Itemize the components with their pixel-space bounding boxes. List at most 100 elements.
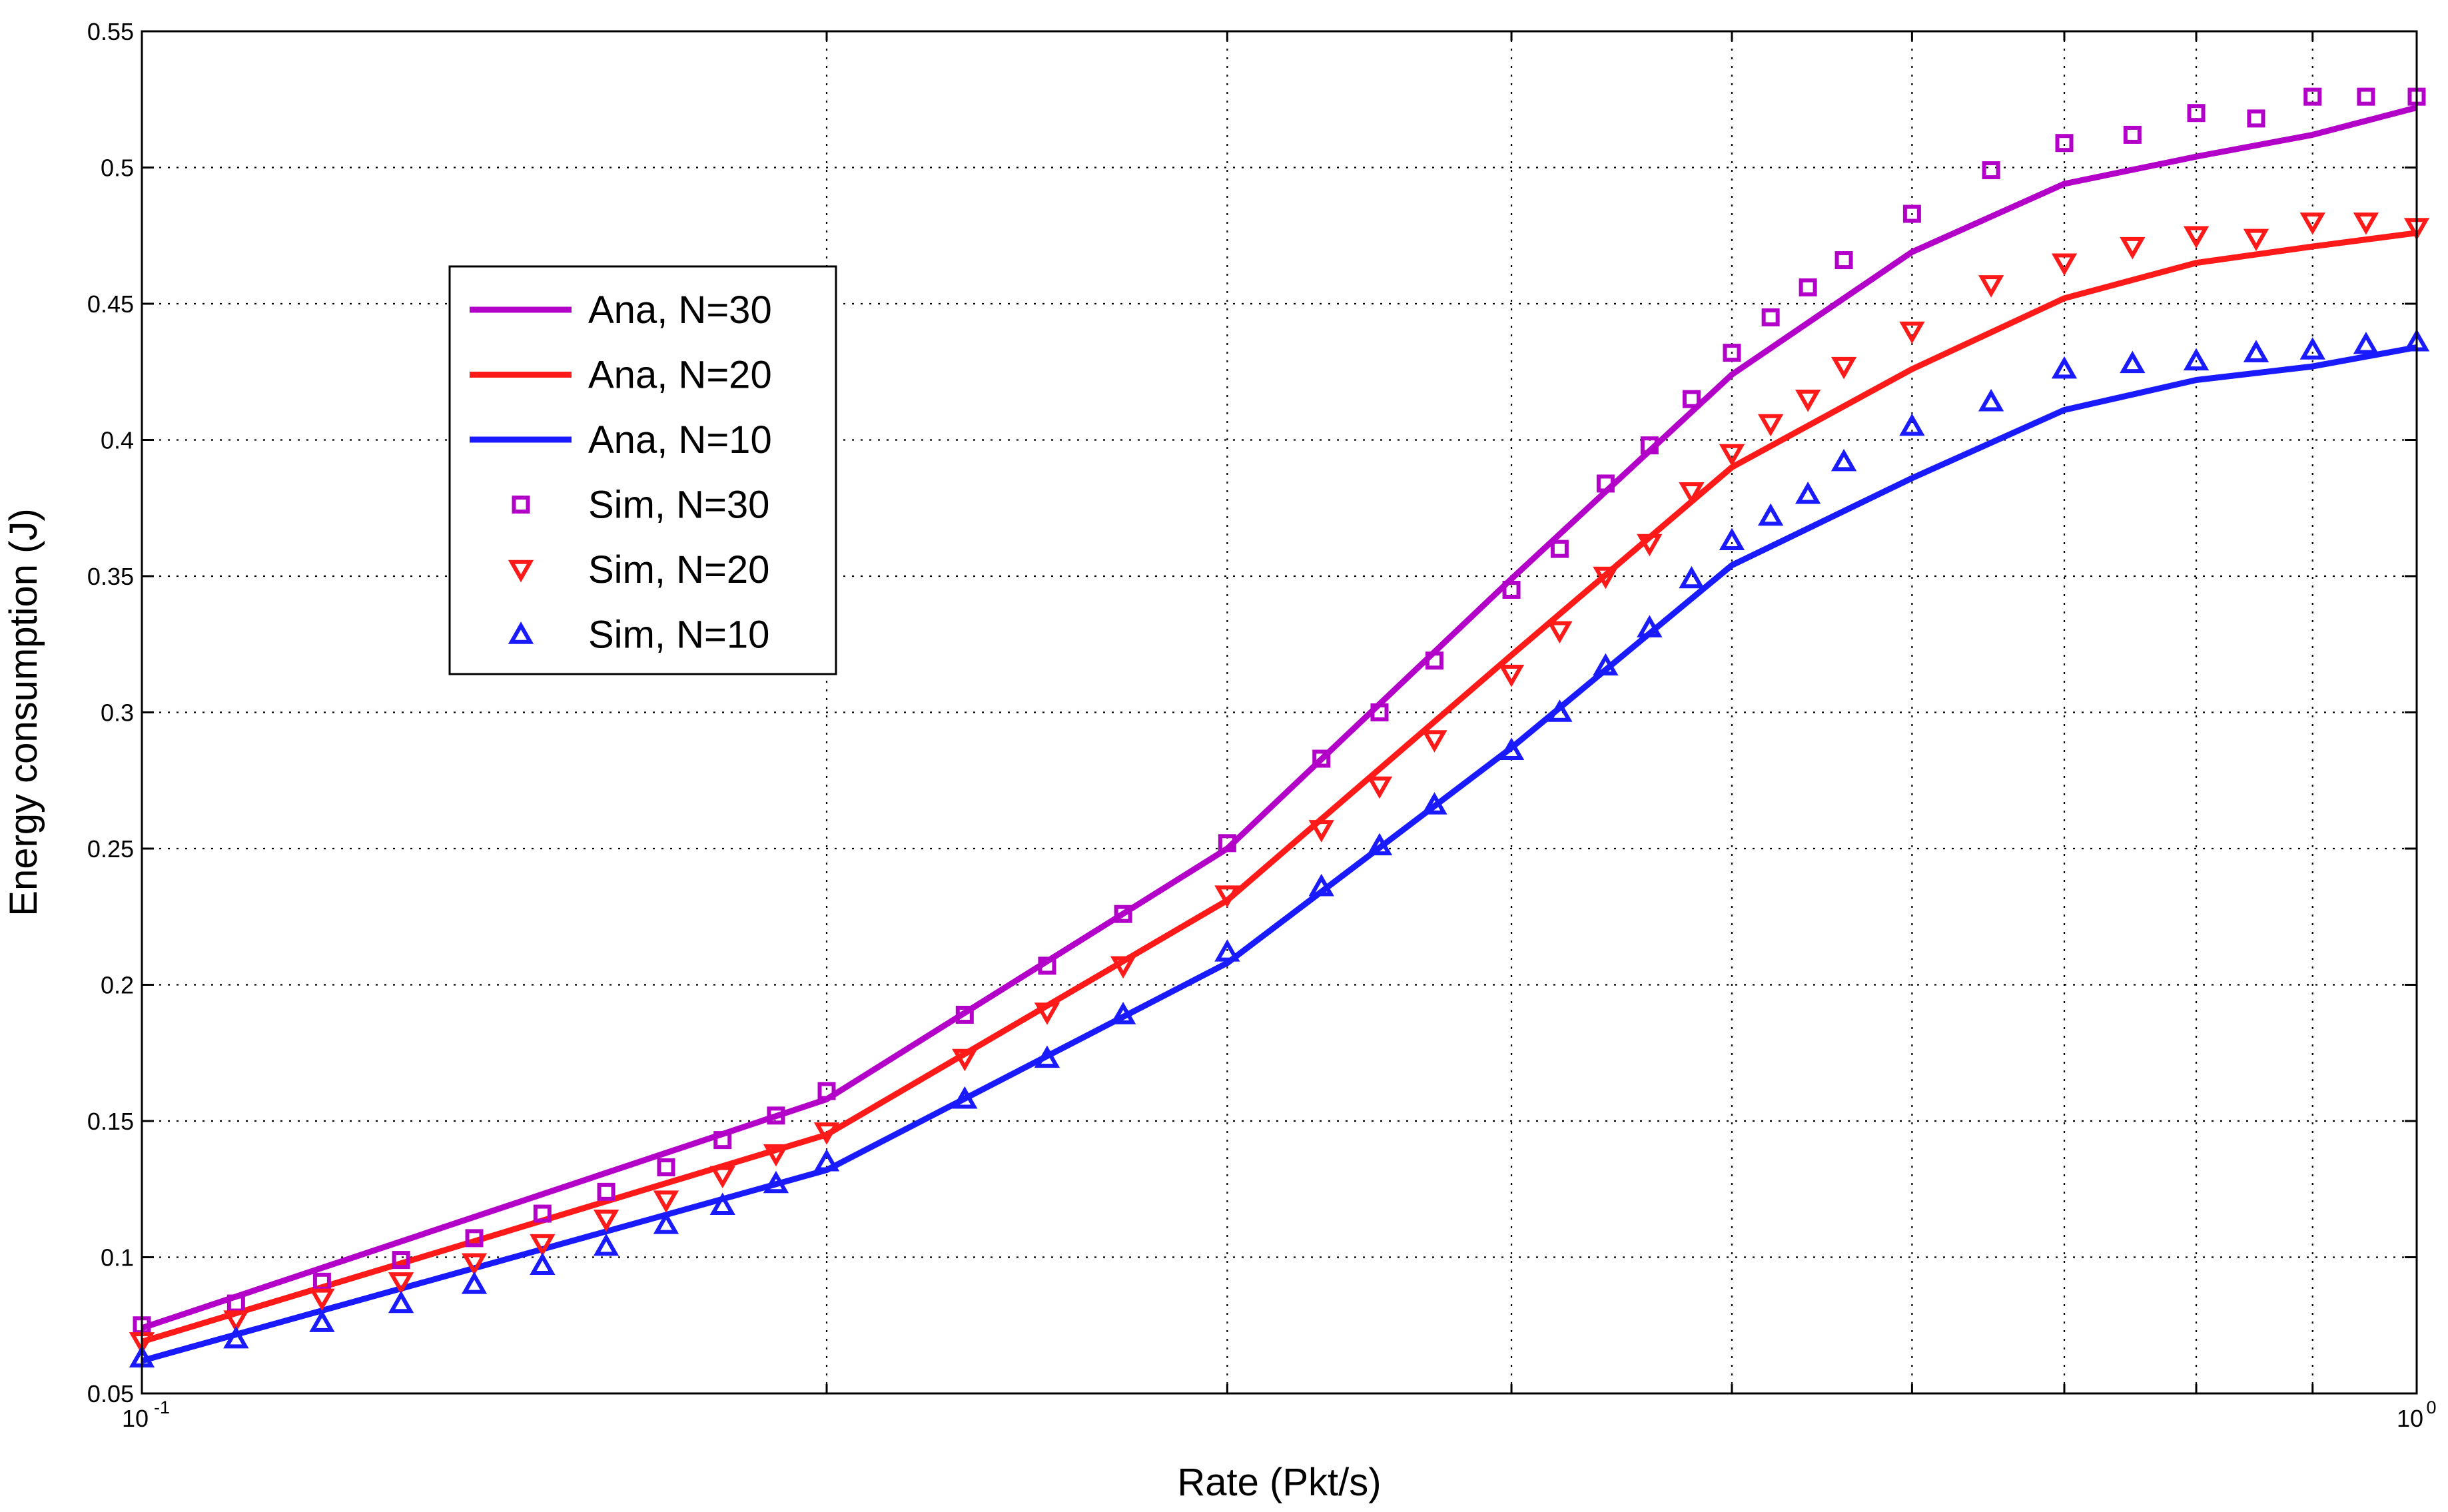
data-point-triangle-down bbox=[2051, 253, 2078, 276]
y-tick-label: 0.45 bbox=[87, 290, 134, 318]
data-point-triangle-up bbox=[1637, 615, 1663, 637]
y-tick-label: 0.2 bbox=[101, 972, 134, 999]
legend-entry: Ana, N=10 bbox=[470, 418, 772, 462]
x-tick-label: 10 -1 bbox=[122, 1397, 170, 1432]
data-point-triangle-down bbox=[1637, 534, 1663, 557]
data-point-triangle-down bbox=[2183, 226, 2210, 249]
data-point-triangle-up bbox=[1978, 388, 2004, 412]
data-point-square bbox=[1640, 436, 1659, 455]
x-tick-base: 10 bbox=[2397, 1405, 2423, 1432]
data-point-triangle-up bbox=[1214, 939, 1240, 962]
data-point-triangle-up bbox=[1034, 1045, 1060, 1068]
legend-label: Ana, N=20 bbox=[588, 354, 772, 397]
data-point-square bbox=[1114, 905, 1132, 923]
data-point-triangle-up bbox=[530, 1252, 556, 1275]
legend-label: Sim, N=30 bbox=[588, 484, 769, 527]
data-point-square bbox=[512, 496, 530, 514]
legend-label: Sim, N=10 bbox=[588, 613, 769, 657]
data-point-triangle-down bbox=[709, 1166, 735, 1189]
data-point-square bbox=[2303, 87, 2322, 106]
legend: Ana, N=30 Ana, N=20 Ana, N=10 Sim, N=30 Sim,… bbox=[448, 265, 837, 675]
data-point-triangle-down bbox=[1831, 356, 1857, 380]
data-point-triangle-up bbox=[1547, 699, 1573, 722]
data-point-triangle-down bbox=[1679, 482, 1705, 505]
data-point-triangle-up bbox=[508, 621, 534, 644]
data-point-triangle-down bbox=[2243, 228, 2269, 252]
data-point-square bbox=[2357, 87, 2375, 106]
grid-layer bbox=[142, 31, 2417, 1393]
data-point-triangle-down bbox=[388, 1272, 414, 1295]
data-point-triangle-up bbox=[2299, 337, 2325, 360]
data-point-triangle-down bbox=[1308, 820, 1334, 843]
series-markers-3 bbox=[133, 87, 2426, 1335]
data-point-triangle-up bbox=[709, 1192, 735, 1215]
data-point-triangle-down bbox=[1757, 414, 1784, 437]
series-line-0 bbox=[141, 105, 2418, 1331]
data-point-triangle-down bbox=[593, 1210, 619, 1232]
data-point-triangle-up bbox=[2051, 356, 2078, 379]
data-point-triangle-down bbox=[1214, 885, 1240, 908]
data-point-square bbox=[1596, 474, 1615, 493]
data-point-triangle-down bbox=[763, 1144, 789, 1167]
legend-label: Sim, N=20 bbox=[588, 548, 769, 591]
legend-entry: Ana, N=30 bbox=[470, 288, 772, 332]
data-point-triangle-down bbox=[653, 1190, 679, 1213]
data-point-triangle-up bbox=[2183, 348, 2210, 371]
y-tick-label: 0.1 bbox=[101, 1244, 134, 1272]
data-point-triangle-up bbox=[1593, 653, 1619, 676]
data-point-triangle-down bbox=[508, 560, 534, 583]
data-point-square bbox=[2123, 125, 2142, 144]
legend-label: Ana, N=10 bbox=[588, 418, 772, 462]
data-point-triangle-up bbox=[1110, 1002, 1136, 1024]
data-point-triangle-up bbox=[2353, 332, 2379, 354]
data-point-triangle-up bbox=[1498, 737, 1525, 760]
y-tick-label: 0.55 bbox=[87, 18, 134, 45]
data-point-square bbox=[1723, 344, 1741, 362]
data-point-square bbox=[2187, 104, 2206, 123]
data-point-triangle-up bbox=[309, 1310, 335, 1332]
data-point-square bbox=[597, 1182, 615, 1201]
data-point-triangle-down bbox=[1422, 730, 1447, 753]
data-point-triangle-down bbox=[461, 1253, 488, 1276]
x-tick-exponent: -1 bbox=[154, 1397, 170, 1417]
data-point-square bbox=[465, 1229, 484, 1248]
data-point-square bbox=[1761, 308, 1780, 326]
data-point-triangle-up bbox=[1679, 566, 1705, 589]
data-point-triangle-down bbox=[952, 1048, 978, 1072]
data-point-triangle-down bbox=[223, 1310, 249, 1333]
legend-entry: Sim, N=30 bbox=[512, 484, 769, 527]
data-point-triangle-down bbox=[1498, 665, 1525, 687]
legend-entry: Ana, N=20 bbox=[470, 354, 772, 397]
data-point-square bbox=[817, 1082, 836, 1100]
data-point-triangle-up bbox=[1899, 413, 1925, 436]
y-axis-label: Energy consumption (J) bbox=[2, 508, 45, 916]
legend-entry: Sim, N=20 bbox=[508, 548, 769, 591]
x-tick-label: 10 0 bbox=[2397, 1397, 2437, 1432]
data-point-triangle-up bbox=[1757, 503, 1784, 526]
data-point-triangle-down bbox=[1366, 776, 1393, 799]
data-point-square bbox=[1835, 251, 1853, 270]
data-point-square bbox=[1425, 651, 1443, 670]
data-point-triangle-down bbox=[2120, 236, 2146, 260]
data-point-triangle-up bbox=[1831, 448, 1857, 472]
data-point-square bbox=[1502, 580, 1521, 599]
data-point-triangle-down bbox=[1547, 621, 1573, 644]
data-point-triangle-up bbox=[1422, 792, 1447, 815]
data-point-triangle-up bbox=[2243, 340, 2269, 362]
y-tick-label: 0.3 bbox=[101, 699, 134, 727]
x-tick-exponent: 0 bbox=[2426, 1397, 2436, 1417]
data-point-triangle-down bbox=[309, 1288, 335, 1312]
data-point-triangle-up bbox=[2120, 350, 2146, 374]
y-tick-label: 0.4 bbox=[101, 427, 134, 454]
data-point-triangle-down bbox=[1034, 1002, 1060, 1025]
data-point-triangle-up bbox=[763, 1170, 789, 1194]
data-point-triangle-down bbox=[2353, 212, 2379, 235]
data-point-square bbox=[1902, 204, 1921, 223]
data-point-square bbox=[1550, 540, 1569, 558]
data-point-square bbox=[1982, 161, 2000, 180]
data-point-triangle-down bbox=[530, 1234, 556, 1257]
legend-entry: Sim, N=10 bbox=[508, 613, 769, 657]
data-point-square bbox=[1799, 278, 1817, 296]
